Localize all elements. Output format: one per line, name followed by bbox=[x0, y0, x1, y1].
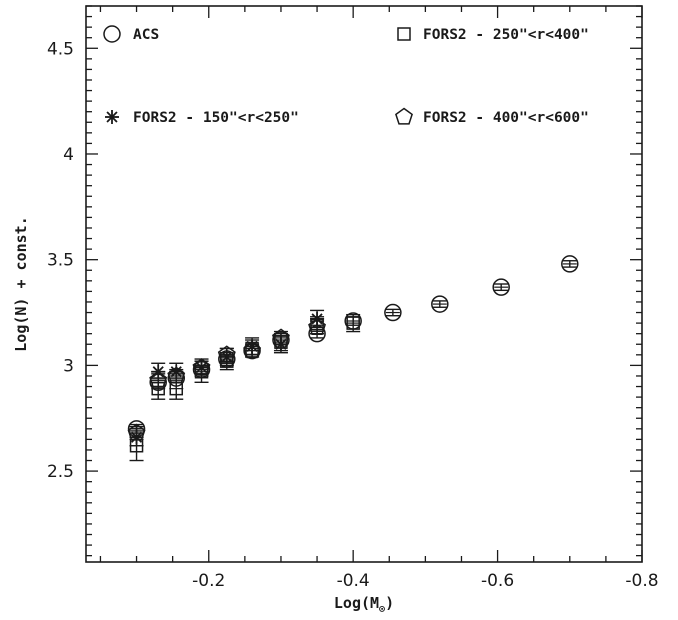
y-axis-title: Log(N) + const. bbox=[12, 216, 30, 351]
x-axis-title: Log(M⊙) bbox=[334, 594, 394, 615]
data-marks bbox=[127, 255, 579, 462]
tick-labels: -0.2 -0.4 -0.6 -0.8 2.5 3 3.5 4 4.5 bbox=[47, 39, 659, 591]
error-bar bbox=[494, 283, 509, 292]
x-axis-title-suffix: ) bbox=[385, 594, 394, 612]
circle-marker bbox=[149, 373, 167, 392]
circle-marker bbox=[492, 278, 510, 296]
legend-entry: ACS bbox=[103, 25, 159, 43]
legend-marker bbox=[395, 107, 413, 125]
circle-marker bbox=[308, 324, 326, 343]
error-bar bbox=[432, 300, 447, 308]
error-bar bbox=[219, 354, 234, 364]
legend-label: FORS2 - 250"<r<400" bbox=[423, 27, 589, 43]
data-point bbox=[431, 295, 449, 313]
y-tick-label: 4 bbox=[63, 145, 74, 165]
legend-entry: FORS2 - 400"<r<600" bbox=[395, 107, 589, 126]
data-point bbox=[561, 255, 579, 273]
legend-marker bbox=[397, 27, 411, 41]
error-bar bbox=[151, 377, 166, 388]
circle-marker bbox=[431, 295, 449, 313]
circle-marker bbox=[192, 360, 211, 379]
data-point bbox=[492, 278, 510, 296]
x-tick-label: -0.6 bbox=[481, 571, 514, 591]
legend-label: FORS2 - 150"<r<250" bbox=[133, 110, 299, 126]
asterisk-marker-stroke bbox=[311, 313, 323, 325]
axis-ticks bbox=[86, 5, 643, 562]
circle-marker bbox=[243, 341, 261, 360]
legend-marker bbox=[105, 110, 119, 124]
circle-marker bbox=[127, 420, 146, 438]
square-marker bbox=[397, 27, 411, 41]
x-tick-label: -0.4 bbox=[337, 571, 370, 591]
circle-marker bbox=[167, 369, 186, 387]
data-point bbox=[192, 360, 211, 379]
error-bar bbox=[310, 328, 325, 339]
circle-marker bbox=[103, 25, 121, 43]
x-tick-label: -0.8 bbox=[625, 571, 658, 591]
plot-frame bbox=[85, 5, 643, 563]
error-bar bbox=[169, 373, 184, 384]
asterisk-marker-stroke bbox=[106, 111, 118, 123]
y-tick-label: 3.5 bbox=[47, 251, 74, 271]
legend: ACS FORS2 - 150"<r<250" FORS2 - 250"<r<400… bbox=[103, 25, 589, 126]
y-tick-label: 4.5 bbox=[47, 39, 74, 59]
asterisk-marker-stroke bbox=[170, 366, 182, 378]
circle-marker bbox=[344, 312, 362, 330]
x-tick-label: -0.2 bbox=[192, 571, 225, 591]
legend-entry: FORS2 - 150"<r<250" bbox=[105, 110, 299, 126]
y-tick-label: 2.5 bbox=[47, 462, 74, 482]
data-point bbox=[243, 341, 261, 360]
legend-label: FORS2 - 400"<r<600" bbox=[423, 110, 589, 126]
data-point bbox=[344, 312, 362, 330]
legend-label: ACS bbox=[133, 27, 159, 43]
x-axis-title-subscript: ⊙ bbox=[379, 604, 385, 615]
circle-marker bbox=[272, 331, 290, 349]
circle-marker bbox=[384, 303, 402, 322]
error-bar bbox=[346, 316, 361, 326]
x-axis-title-main: Log(M bbox=[334, 594, 379, 612]
error-bar bbox=[129, 423, 144, 434]
circle-marker bbox=[218, 350, 236, 368]
data-point bbox=[167, 369, 186, 387]
error-bar bbox=[194, 364, 209, 375]
data-point bbox=[218, 350, 236, 368]
circle-marker bbox=[561, 255, 579, 273]
data-point bbox=[149, 373, 167, 392]
pentagon-marker bbox=[395, 107, 413, 125]
legend-entry: FORS2 - 250"<r<400" bbox=[397, 27, 589, 43]
data-point bbox=[127, 420, 146, 438]
data-point bbox=[272, 331, 290, 349]
error-bar bbox=[273, 335, 288, 345]
data-point bbox=[310, 311, 325, 326]
error-bar bbox=[245, 345, 260, 356]
error-bar bbox=[385, 308, 400, 317]
error-bar bbox=[562, 260, 577, 268]
data-point bbox=[384, 303, 402, 322]
y-tick-label: 3 bbox=[63, 356, 74, 376]
data-point bbox=[308, 324, 326, 343]
legend-marker bbox=[103, 25, 121, 43]
